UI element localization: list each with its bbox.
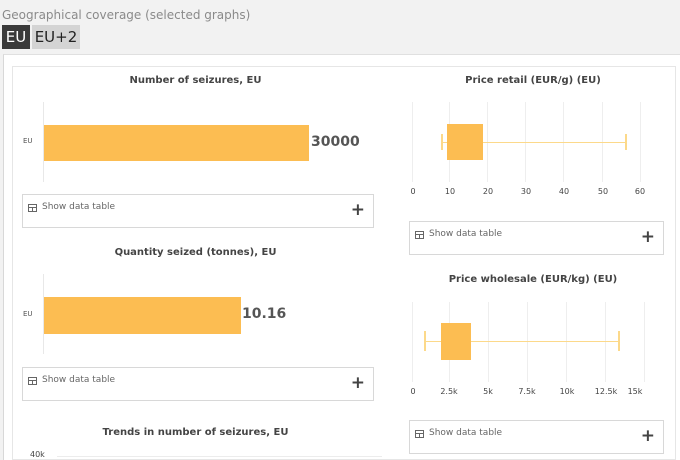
chart-title-retail: Price retail (EUR/g) (EU)	[465, 75, 601, 86]
x-tick: 12.5k	[594, 387, 618, 396]
x-tick: 10k	[559, 387, 575, 396]
x-tick: 20	[482, 187, 494, 196]
show-data-table-label: Show data table	[429, 428, 503, 438]
whisker-line-wholesale	[425, 341, 441, 342]
x-tick: 2.5k	[440, 387, 458, 396]
expand-plus-icon[interactable]: +	[640, 426, 655, 446]
geo-button-eu[interactable]: EU	[2, 25, 30, 49]
show-data-table-quantity[interactable]: Show data table +	[22, 367, 374, 401]
y-axis-line	[43, 274, 44, 354]
gridline	[644, 302, 645, 382]
chart-title-quantity: Quantity seized (tonnes), EU	[114, 247, 277, 258]
gridline	[566, 302, 567, 382]
whisker-line-retail	[442, 142, 447, 143]
box-wholesale-eu	[441, 323, 471, 360]
bar-quantity-eu	[44, 297, 241, 334]
bar-seizures-eu	[44, 125, 309, 161]
gridline	[57, 456, 382, 457]
gridline	[412, 302, 413, 382]
x-tick: 5k	[483, 387, 493, 396]
charts-panel: Number of seizures, EU EU 30000 Show dat…	[12, 66, 676, 460]
x-tick: 7.5k	[518, 387, 536, 396]
whisker-max-wholesale	[618, 331, 620, 351]
box-retail-eu	[447, 124, 483, 160]
gridline	[640, 102, 641, 182]
bar-value-seizures: 30000	[311, 134, 360, 150]
whisker-max-retail	[625, 134, 627, 150]
x-tick: 0	[410, 387, 416, 396]
table-icon	[415, 231, 424, 239]
show-data-table-label: Show data table	[42, 375, 116, 385]
show-data-table-label: Show data table	[429, 229, 503, 239]
bar-value-quantity: 10.16	[242, 306, 287, 322]
x-tick: 40	[558, 187, 570, 196]
whisker-line-retail	[483, 142, 626, 143]
table-icon	[415, 430, 424, 438]
geo-coverage-bar: Geographical coverage (selected graphs) …	[0, 0, 680, 54]
x-tick: 15k	[627, 387, 643, 396]
gridline	[412, 102, 413, 182]
x-tick: 50	[597, 187, 609, 196]
show-data-table-retail[interactable]: Show data table +	[409, 221, 664, 255]
geo-button-eu-plus-2[interactable]: EU+2	[32, 25, 80, 49]
category-label-eu: EU	[23, 310, 33, 318]
chart-title-wholesale: Price wholesale (EUR/kg) (EU)	[448, 274, 618, 285]
chart-title-seizures: Number of seizures, EU	[129, 75, 262, 86]
show-data-table-wholesale[interactable]: Show data table +	[409, 420, 664, 454]
table-icon	[28, 377, 37, 385]
show-data-table-seizures[interactable]: Show data table +	[22, 194, 374, 228]
expand-plus-icon[interactable]: +	[350, 200, 365, 220]
gridline	[488, 302, 489, 382]
geo-coverage-label: Geographical coverage (selected graphs)	[2, 8, 251, 22]
y-axis-line	[43, 102, 44, 182]
x-tick: 30	[520, 187, 532, 196]
gridline	[527, 302, 528, 382]
table-icon	[28, 204, 37, 212]
whisker-line-wholesale	[471, 341, 619, 342]
chart-title-trends: Trends in number of seizures, EU	[102, 427, 289, 438]
expand-plus-icon[interactable]: +	[350, 373, 365, 393]
show-data-table-label: Show data table	[42, 202, 116, 212]
x-tick: 10	[444, 187, 456, 196]
x-tick: 0	[410, 187, 416, 196]
category-label-eu: EU	[23, 137, 33, 145]
x-tick: 60	[634, 187, 646, 196]
y-axis-tick-40k: 40k	[30, 450, 45, 459]
expand-plus-icon[interactable]: +	[640, 227, 655, 247]
gridline	[605, 302, 606, 382]
